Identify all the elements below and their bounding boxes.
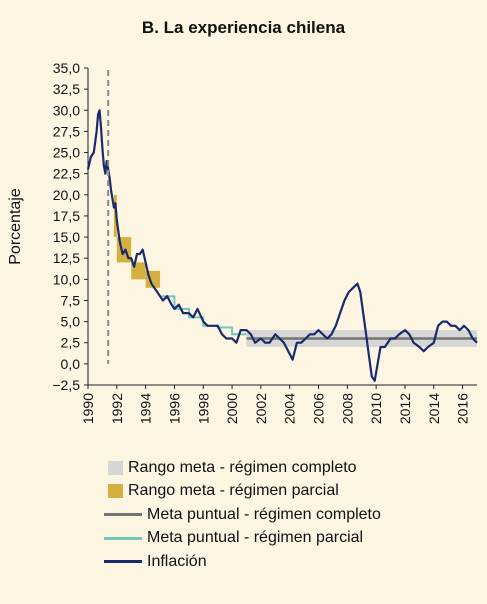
x-tick-label: 2014 bbox=[426, 393, 442, 424]
x-tick-label: 2008 bbox=[339, 393, 355, 424]
legend-item: Rango meta - régimen parcial bbox=[108, 480, 381, 504]
legend-item: Meta puntual - régimen parcial bbox=[104, 527, 381, 551]
y-tick-label: 12,5 bbox=[53, 250, 80, 266]
legend-swatch bbox=[104, 560, 142, 564]
x-tick-label: 1994 bbox=[138, 393, 154, 424]
y-tick-label: 5,0 bbox=[61, 314, 81, 330]
x-tick-label: 1990 bbox=[80, 393, 96, 424]
legend-swatch bbox=[104, 513, 142, 517]
y-tick-label: 25,0 bbox=[53, 145, 80, 161]
x-tick-label: 1992 bbox=[109, 393, 125, 424]
y-tick-label: 17,5 bbox=[53, 208, 80, 224]
y-tick-label: −2,5 bbox=[52, 377, 80, 393]
y-tick-label: 10,0 bbox=[53, 271, 80, 287]
legend-swatch bbox=[108, 484, 123, 499]
y-axis-title: Porcentaje bbox=[7, 188, 24, 265]
legend-swatch bbox=[104, 536, 142, 540]
y-tick-label: 35,0 bbox=[53, 60, 80, 76]
x-tick-label: 2002 bbox=[253, 393, 269, 424]
chart-legend: Rango meta - régimen completo Rango meta … bbox=[104, 456, 381, 574]
legend-label: Meta puntual - régimen parcial bbox=[147, 529, 364, 547]
y-tick-label: 27,5 bbox=[53, 123, 80, 139]
y-tick-label: 30,0 bbox=[53, 102, 80, 118]
legend-item: Meta puntual - régimen completo bbox=[104, 503, 381, 527]
x-tick-label: 2006 bbox=[311, 393, 327, 424]
x-tick-label: 1996 bbox=[166, 393, 182, 424]
x-tick-label: 2004 bbox=[282, 393, 298, 424]
y-tick-label: 2,5 bbox=[61, 335, 81, 351]
x-tick-label: 2016 bbox=[455, 393, 471, 424]
legend-label: Rango meta - régimen completo bbox=[128, 458, 357, 476]
x-tick-label: 2000 bbox=[224, 393, 240, 424]
legend-item: Rango meta - régimen completo bbox=[108, 456, 381, 480]
legend-label: Meta puntual - régimen completo bbox=[147, 505, 381, 523]
x-tick-label: 2010 bbox=[368, 393, 384, 424]
legend-swatch bbox=[108, 460, 123, 475]
x-tick-label: 1998 bbox=[195, 393, 211, 424]
y-tick-label: 0,0 bbox=[61, 356, 81, 372]
x-tick-label: 2012 bbox=[397, 393, 413, 424]
legend-label: Inflación bbox=[147, 552, 207, 570]
point-target-partial-line bbox=[160, 295, 247, 336]
y-tick-label: 15,0 bbox=[53, 229, 80, 245]
y-tick-label: 20,0 bbox=[53, 187, 80, 203]
chart-title: B. La experiencia chilena bbox=[141, 18, 346, 37]
y-tick-label: 22,5 bbox=[53, 166, 80, 182]
legend-item: Inflación bbox=[104, 550, 381, 574]
inflation-line bbox=[86, 109, 478, 382]
y-tick-label: 7,5 bbox=[61, 292, 81, 308]
legend-label: Rango meta - régimen parcial bbox=[128, 482, 339, 500]
y-tick-label: 32,5 bbox=[53, 81, 80, 97]
